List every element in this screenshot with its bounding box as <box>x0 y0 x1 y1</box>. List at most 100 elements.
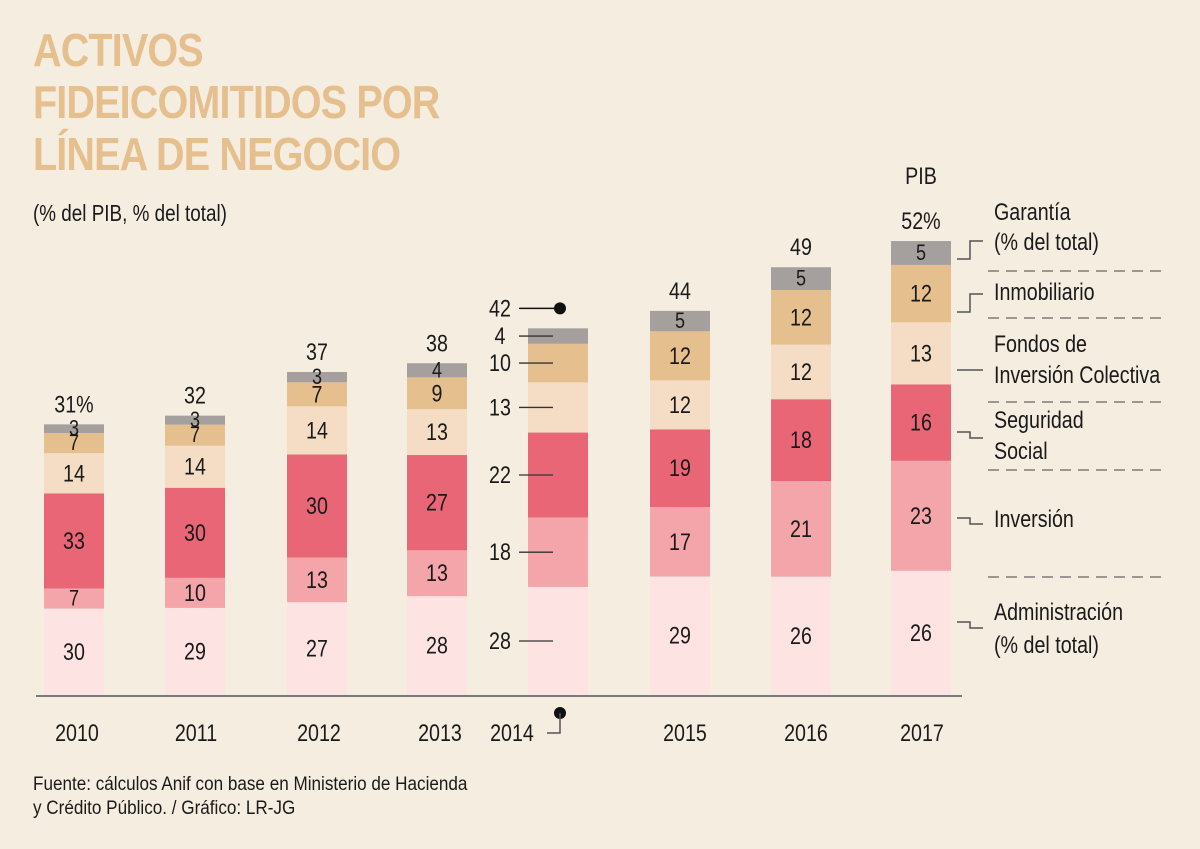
bar-segment-2012-s0 <box>287 602 347 695</box>
segment-label-2010-s2: 33 <box>63 527 85 554</box>
segment-label-2011-s2: 30 <box>184 519 206 546</box>
total-label-2012: 37 <box>306 338 328 365</box>
segment-label-2014-s3: 13 <box>489 394 511 421</box>
segment-label-2012-s2: 30 <box>306 492 328 519</box>
segment-label-2016-s4: 12 <box>790 303 812 330</box>
legend-connector-garantia <box>957 240 983 260</box>
chart-subtitle: (% del PIB, % del total) <box>33 200 227 226</box>
bar-segment-2013-s5 <box>407 363 467 378</box>
bar-segment-2015-s3 <box>650 380 710 430</box>
legend-label-inmobiliario-line1: Inmobiliario <box>994 278 1095 305</box>
legend-connector-administracion <box>957 621 983 629</box>
segment-label-2015-s5: 5 <box>675 310 685 334</box>
source-line-1: Fuente: cálculos Anif con base en Minist… <box>33 774 468 795</box>
segment-label-2014-s1: 18 <box>489 538 511 565</box>
segment-label-2013-s2: 27 <box>426 489 448 516</box>
bar-segment-2011-s2 <box>165 487 225 578</box>
segment-label-2011-s5: 3 <box>190 409 200 433</box>
x-tick-label-2014: 2014 <box>490 719 534 746</box>
segment-label-2011-s3: 14 <box>184 453 206 480</box>
segment-label-2013-s3: 13 <box>426 418 448 445</box>
source-note: Fuente: cálculos Anif con base en Minist… <box>33 773 467 821</box>
bar-segment-2013-s0 <box>407 596 467 695</box>
bar-segment-2015-s5 <box>650 310 710 332</box>
bar-segment-2011-s4 <box>165 424 225 446</box>
segment-label-2017-s0: 26 <box>910 619 932 646</box>
bar-segment-2017-s5 <box>891 241 951 265</box>
legend-label-inversion-line1: Inversión <box>994 505 1074 532</box>
bar-segment-2011-s5 <box>165 415 225 425</box>
bar-segment-2016-s5 <box>771 267 831 290</box>
segment-label-2016-s2: 18 <box>790 426 812 453</box>
legend-label-seguridad-social-line2: Social <box>994 437 1048 464</box>
bar-segment-2015-s0 <box>650 576 710 695</box>
chart-title: ACTIVOS FIDEICOMITIDOS POR LÍNEA DE NEGO… <box>33 24 440 180</box>
segment-label-2010-s4: 7 <box>69 431 79 455</box>
segment-label-2015-s0: 29 <box>669 622 691 649</box>
bar-segment-2014-s5 <box>528 328 588 344</box>
pib-header: PIB <box>905 162 937 189</box>
bar-segment-2016-s4 <box>771 289 831 345</box>
segment-label-2016-s1: 21 <box>790 515 812 542</box>
total-label-2014: 42 <box>489 294 511 321</box>
segment-label-2017-s1: 23 <box>910 502 932 529</box>
segment-label-2016-s5: 5 <box>796 267 806 291</box>
callout-top-dot <box>554 302 566 315</box>
total-label-2013: 38 <box>426 329 448 356</box>
segment-label-2010-s0: 30 <box>63 638 85 665</box>
legend-label-administracion-line2: (% del total) <box>994 631 1099 658</box>
bar-segment-2017-s1 <box>891 460 951 571</box>
bar-segment-2012-s5 <box>287 371 347 383</box>
title-line-1: ACTIVOS <box>33 24 204 76</box>
bar-segment-2012-s2 <box>287 454 347 558</box>
x-tick-label-2017: 2017 <box>900 719 944 746</box>
bar-segment-2012-s4 <box>287 382 347 407</box>
segment-label-2014-s4: 10 <box>489 349 511 376</box>
bar-segment-2016-s3 <box>771 344 831 400</box>
legend-label-garantia-line1: Garantía <box>994 198 1071 225</box>
bar-segment-2010-s0 <box>44 608 104 695</box>
bar-segment-2010-s3 <box>44 453 104 494</box>
bar-segment-2017-s3 <box>891 322 951 385</box>
segment-label-2014-s0: 28 <box>489 627 511 654</box>
legend-label-administracion-line1: Administración <box>994 598 1123 625</box>
segment-label-2011-s1: 10 <box>184 579 206 606</box>
segment-label-2012-s1: 13 <box>306 566 328 593</box>
legend-label-seguridad-social-line1: Seguridad <box>994 406 1084 433</box>
bar-segment-2017-s2 <box>891 384 951 461</box>
x-tick-label-2013: 2013 <box>418 719 462 746</box>
segment-label-2010-s3: 14 <box>63 459 85 486</box>
bar-segment-2016-s1 <box>771 481 831 577</box>
total-label-2015: 44 <box>669 277 691 304</box>
segment-label-2010-s5: 3 <box>69 417 79 441</box>
source-line-2: y Crédito Público. / Gráfico: LR-JG <box>33 798 296 819</box>
segment-label-2012-s0: 27 <box>306 635 328 662</box>
legend-label-fondos-line1: Fondos de <box>994 330 1087 357</box>
x-tick-label-2012: 2012 <box>297 719 341 746</box>
bar-segment-2017-s0 <box>891 570 951 695</box>
bar-segment-2013-s2 <box>407 455 467 551</box>
legend-connector-inmobiliario <box>957 293 983 313</box>
segment-label-2014-s2: 22 <box>489 461 511 488</box>
x-tick-label-2016: 2016 <box>784 719 828 746</box>
bar-segment-2013-s3 <box>407 409 467 456</box>
bar-segment-2016-s0 <box>771 576 831 695</box>
x-tick-label-2015: 2015 <box>663 719 707 746</box>
callout-bottom-connector <box>547 713 561 734</box>
segment-label-2014-s5: 4 <box>495 322 506 349</box>
segment-label-2013-s4: 9 <box>432 379 443 406</box>
segment-label-2017-s3: 13 <box>910 339 932 366</box>
segment-label-2017-s5: 5 <box>916 241 926 265</box>
x-tick-label-2010: 2010 <box>55 719 99 746</box>
bar-segment-2012-s1 <box>287 557 347 603</box>
segment-label-2015-s3: 12 <box>669 391 691 418</box>
title-line-2: FIDEICOMITIDOS POR <box>33 76 440 128</box>
segment-label-2012-s5: 3 <box>312 366 322 390</box>
segment-label-2013-s5: 4 <box>432 359 442 383</box>
segment-label-2010-s1: 7 <box>69 587 79 611</box>
segment-label-2017-s2: 16 <box>910 409 932 436</box>
bar-segment-2010-s5 <box>44 424 104 434</box>
bar-segment-2015-s1 <box>650 507 710 577</box>
total-label-2011: 32 <box>184 382 206 409</box>
